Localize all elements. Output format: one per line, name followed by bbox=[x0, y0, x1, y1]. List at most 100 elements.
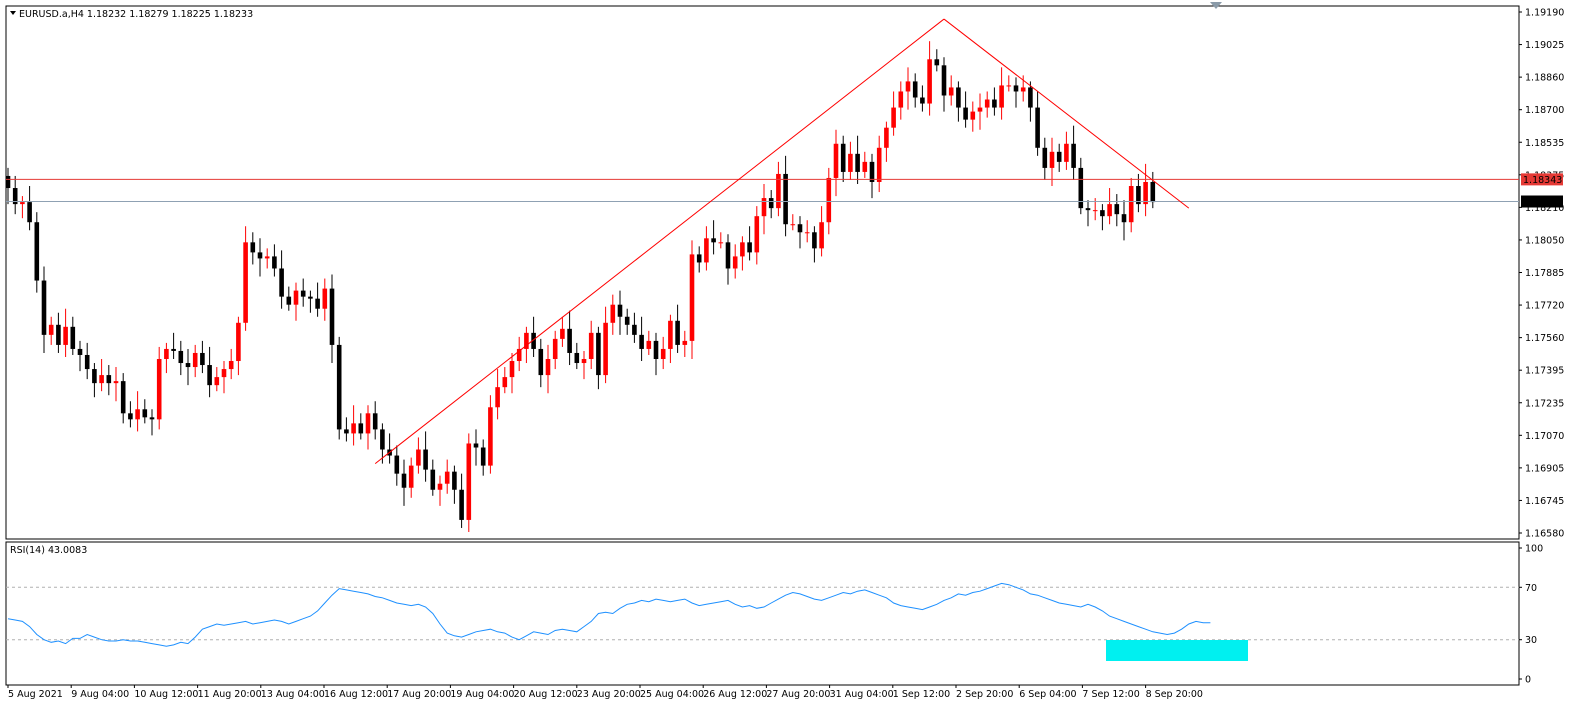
candle-bear bbox=[653, 340, 659, 359]
candle-bull bbox=[1006, 85, 1012, 87]
candle-bear bbox=[531, 332, 536, 349]
price-axis-label: 1.18700 bbox=[1525, 105, 1564, 116]
price-axis-label: 1.17720 bbox=[1525, 301, 1564, 312]
candle-bull bbox=[668, 320, 673, 349]
price-tag-resistance-bg bbox=[1521, 173, 1563, 186]
rsi-line bbox=[7, 582, 1211, 647]
candle-bull bbox=[1064, 143, 1069, 162]
candle-bear bbox=[624, 316, 630, 325]
candle-bear bbox=[344, 429, 349, 434]
candle-bear bbox=[473, 443, 479, 448]
candle-bull bbox=[927, 59, 932, 104]
candle-bull bbox=[819, 222, 824, 249]
candle-bull bbox=[848, 153, 853, 172]
time-axis-label: 17 Aug 20:00 bbox=[387, 689, 451, 700]
candle-bull bbox=[20, 202, 25, 205]
candle-bear bbox=[869, 161, 875, 182]
rsi-indicator-panel[interactable] bbox=[5, 541, 1520, 686]
candle-bear bbox=[70, 326, 76, 349]
candle-bear bbox=[315, 298, 320, 309]
rsi-axis-label: 0 bbox=[1525, 675, 1531, 686]
candle-bull bbox=[581, 359, 587, 364]
candle-bull bbox=[898, 91, 904, 108]
time-axis-label: 23 Aug 20:00 bbox=[577, 689, 641, 700]
candle-bear bbox=[401, 473, 407, 488]
candle-bear bbox=[329, 288, 335, 345]
time-axis-label: 9 Aug 04:00 bbox=[71, 689, 129, 700]
price-axis-label: 1.18050 bbox=[1525, 235, 1564, 246]
candle-bull bbox=[444, 471, 450, 484]
time-axis-label: 13 Aug 04:00 bbox=[261, 689, 325, 700]
candle-bull bbox=[416, 449, 421, 466]
candle-bear bbox=[840, 143, 846, 172]
candle-bear bbox=[250, 242, 256, 253]
candle-bear bbox=[452, 471, 457, 490]
candle-bear bbox=[120, 381, 126, 414]
candle-bull bbox=[1092, 210, 1098, 212]
candle-bull bbox=[660, 348, 666, 359]
candle-bull bbox=[826, 177, 832, 223]
candle-bull bbox=[1107, 204, 1112, 217]
candle-bull bbox=[264, 256, 270, 259]
candle-bull bbox=[689, 254, 695, 341]
candle-bear bbox=[12, 188, 18, 205]
price-axis-label: 1.17070 bbox=[1525, 431, 1564, 442]
candle-bull bbox=[552, 338, 558, 359]
main-chart-panel[interactable] bbox=[5, 5, 1520, 540]
triangle-down-icon[interactable] bbox=[10, 11, 16, 15]
candle-bull bbox=[509, 361, 515, 378]
candle-bull bbox=[437, 483, 443, 490]
candle-bear bbox=[430, 469, 436, 490]
price-axis-label: 1.19190 bbox=[1525, 8, 1564, 19]
chart-shift-marker-icon[interactable] bbox=[1210, 2, 1222, 9]
candle-bull bbox=[718, 242, 724, 244]
rsi-highlight-box[interactable] bbox=[1106, 640, 1248, 661]
price-axis-label: 1.18210 bbox=[1525, 203, 1564, 214]
candle-bull bbox=[905, 81, 911, 92]
time-axis-label: 26 Aug 12:00 bbox=[703, 689, 767, 700]
candle-bear bbox=[934, 59, 940, 66]
candle-bull bbox=[135, 409, 140, 420]
candle-bear bbox=[1100, 210, 1105, 217]
rsi-axis-label: 30 bbox=[1525, 635, 1537, 646]
candle-bull bbox=[732, 256, 738, 269]
candle-bull bbox=[351, 423, 356, 434]
candle-bull bbox=[156, 359, 162, 420]
candle-bear bbox=[84, 354, 90, 370]
candle-bull bbox=[970, 111, 976, 120]
candle-bull bbox=[365, 413, 371, 434]
trendline-down[interactable] bbox=[943, 18, 1190, 209]
candle-bear bbox=[380, 429, 385, 450]
candle-bull bbox=[776, 173, 781, 209]
price-axis-label: 1.17560 bbox=[1525, 333, 1564, 344]
candle-bull bbox=[603, 322, 608, 376]
candle-bull bbox=[293, 290, 299, 305]
candle-bull bbox=[804, 232, 810, 234]
trendline-up[interactable] bbox=[374, 18, 945, 464]
candle-bull bbox=[884, 127, 889, 148]
candle-bear bbox=[1042, 147, 1048, 168]
candle-bear bbox=[459, 489, 464, 520]
candle-bear bbox=[272, 256, 277, 269]
candle-bull bbox=[977, 107, 983, 112]
candle-bull bbox=[243, 242, 248, 323]
candle-bull bbox=[610, 304, 616, 323]
candle-bull bbox=[948, 87, 954, 96]
candle-bear bbox=[941, 65, 947, 96]
candle-bull bbox=[466, 443, 472, 520]
candle-bull bbox=[502, 377, 508, 388]
candle-bear bbox=[372, 413, 378, 430]
candle-bull bbox=[1049, 151, 1055, 168]
candle-bear bbox=[812, 232, 817, 249]
candle-bear bbox=[77, 348, 83, 355]
price-axis-label: 1.17235 bbox=[1525, 398, 1564, 409]
candle-bull bbox=[740, 242, 745, 257]
symbol-info-label: EURUSD.a,H4 1.18232 1.18279 1.18225 1.18… bbox=[19, 9, 253, 20]
time-axis-label: 6 Sep 04:00 bbox=[1019, 689, 1076, 700]
candle-bear bbox=[207, 365, 212, 386]
candle-bear bbox=[855, 153, 860, 172]
candle-bear bbox=[1150, 181, 1156, 203]
candle-bull bbox=[221, 369, 227, 378]
candle-bear bbox=[358, 423, 364, 434]
